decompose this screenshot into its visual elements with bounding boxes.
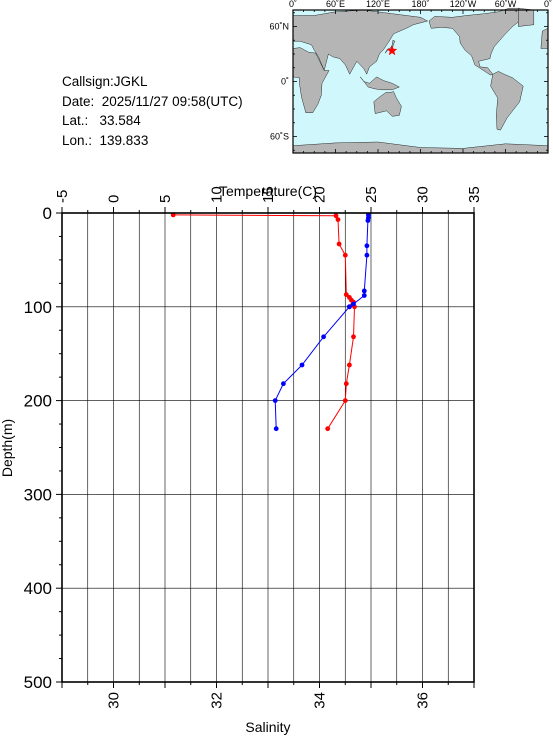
land-africa	[292, 47, 330, 113]
temperature-point	[351, 334, 356, 340]
temperature-axis-label: Temperature(C)	[219, 183, 317, 199]
map-land	[292, 7, 549, 154]
world-map: 0˚ 60˚E 120˚E 180˚ 120˚W 60˚W 0˚ 60˚N 0˚ 60˚S	[269, 0, 552, 154]
map-lon-label: 0˚	[544, 0, 552, 9]
map-lon-label: 120˚E	[366, 0, 390, 9]
longitude-label: Lon.: 139.833	[62, 132, 149, 148]
temperature-point	[342, 252, 348, 258]
map-latitude-labels: 60˚N 0˚ 60˚S	[269, 22, 289, 142]
map-lon-label: 180˚	[411, 0, 429, 9]
salinity-point	[364, 252, 370, 258]
land-indonesia	[360, 76, 400, 91]
salinity-point	[272, 398, 278, 403]
salinity-point	[273, 426, 279, 432]
date-label: Date: 2025/11/27 09:58(UTC)	[62, 93, 243, 109]
depth-tick-label: 300	[24, 485, 52, 504]
salinity-tick-label: 32	[209, 692, 226, 709]
salinity-point	[299, 362, 305, 368]
map-frame	[292, 9, 549, 154]
chart-grid	[61, 212, 475, 683]
depth-axis-label: Depth(m)	[0, 419, 15, 477]
map-lat-label: 60˚N	[269, 22, 289, 32]
chart-series	[170, 212, 371, 432]
depth-tick-label: 400	[24, 579, 52, 598]
temperature-point	[343, 381, 349, 387]
temperature-profile-line	[173, 214, 356, 429]
temperature-tick-label: 20	[312, 186, 329, 203]
latitude-label: Lat.: 33.584	[62, 113, 141, 128]
callsign-label: Callsign:JGKL	[62, 74, 148, 89]
land-south-america	[490, 71, 524, 131]
land-eurasia	[292, 9, 429, 75]
salinity-point	[321, 334, 326, 340]
temperature-tick-label: -5	[54, 190, 71, 203]
salinity-point	[281, 381, 286, 387]
temperature-point	[336, 241, 342, 247]
salinity-point	[347, 304, 352, 310]
depth-tick-label: 0	[43, 204, 52, 223]
map-lat-label: 60˚S	[270, 132, 289, 142]
depth-tick-label: 200	[24, 392, 52, 411]
depth-tick-label: 100	[24, 298, 52, 317]
map-lon-label: 120˚W	[450, 0, 477, 9]
salinity-point	[361, 293, 367, 298]
temperature-tick-label: 30	[415, 186, 432, 203]
salinity-profile-line	[274, 214, 369, 429]
temperature-point	[343, 292, 349, 297]
temperature-tick-label: 10	[209, 186, 226, 203]
depth-tick-label: 500	[24, 673, 52, 692]
temperature-point	[325, 426, 331, 432]
temperature-point	[342, 398, 348, 403]
temperature-point	[335, 217, 341, 223]
temperature-tick-label: 35	[466, 186, 483, 203]
temperature-tick-label: 15	[260, 186, 277, 203]
salinity-point	[361, 288, 367, 294]
salinity-tick-label: 30	[106, 692, 123, 709]
station-marker	[386, 44, 398, 56]
map-lat-label: 0˚	[281, 77, 289, 87]
salinity-tick-label: 34	[312, 692, 329, 709]
plot-frame	[61, 212, 475, 683]
land-north-america	[428, 7, 528, 76]
map-lon-label: 0˚	[289, 0, 297, 9]
temperature-tick-label: 25	[363, 186, 380, 203]
salinity-point	[365, 218, 371, 223]
temperature-tick-label: 0	[106, 195, 123, 203]
salinity-axis-label: Salinity	[245, 719, 290, 735]
land-australia	[373, 91, 402, 117]
temperature-tick-label: 5	[157, 195, 174, 203]
salinity-tick-label: 36	[415, 692, 432, 709]
salinity-point	[364, 243, 370, 249]
temperature-point	[333, 213, 339, 219]
map-lon-label: 60˚E	[326, 0, 345, 9]
temperature-point	[347, 362, 352, 368]
station-info: Callsign:JGKL Date: 2025/11/27 09:58(UTC…	[62, 72, 243, 150]
map-lon-label: 60˚W	[495, 0, 517, 9]
salinity-point	[351, 301, 356, 307]
station-star-icon	[386, 44, 398, 56]
map-longitude-labels: 0˚ 60˚E 120˚E 180˚ 120˚W 60˚W 0˚	[289, 0, 552, 9]
